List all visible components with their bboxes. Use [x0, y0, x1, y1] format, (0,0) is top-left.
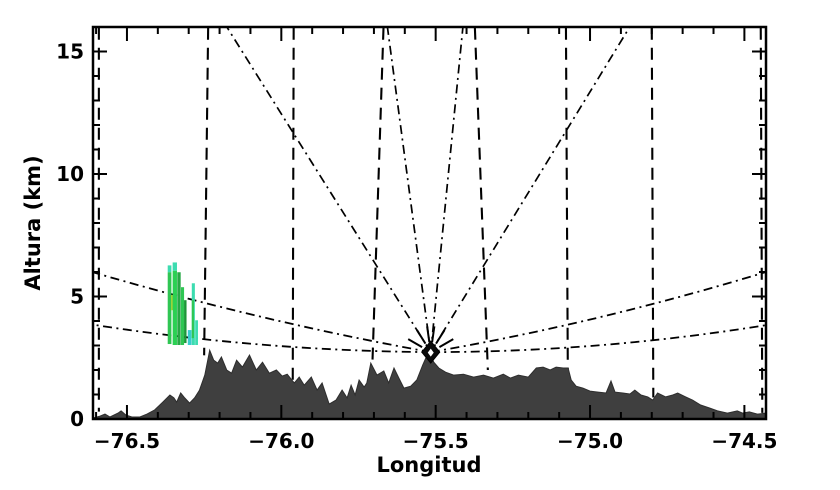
- radar-beam-line: [429, 27, 464, 353]
- lidar-echo-bar: [167, 265, 172, 273]
- radar-ray: [407, 338, 423, 348]
- lidar-echo-bar: [167, 272, 172, 345]
- lidar-echo-bar: [172, 270, 177, 346]
- radar-ray: [435, 329, 446, 345]
- lidar-echo-bar: [187, 330, 192, 346]
- y-tick-label: 10: [56, 162, 84, 186]
- radar-ray: [431, 326, 436, 343]
- y-tick-label: 15: [56, 40, 84, 64]
- radar-beam-line: [386, 27, 432, 353]
- lidar-echo-bar: [177, 272, 181, 346]
- radar-beam-line: [430, 27, 630, 353]
- plot-render-layer: −76.5 −76.0 −75.5 −75.0 −74.5 0 5 10 15: [56, 25, 777, 453]
- lidar-echo-bar: [195, 320, 198, 346]
- dashed-vertical-line: [371, 27, 385, 364]
- lidar-echo-bar: [191, 300, 194, 339]
- radar-beam-curve: [92, 271, 431, 354]
- dashed-vertical-line: [759, 27, 764, 413]
- radar-beam-curve: [430, 271, 767, 354]
- x-tick-label: −75.0: [557, 429, 623, 453]
- radar-beam-curve: [430, 324, 767, 354]
- radar-ray: [426, 326, 431, 343]
- lidar-echo-bar: [180, 287, 185, 346]
- lidar-echo-bar: [172, 262, 177, 271]
- radar-site-symbol-core: [427, 348, 434, 357]
- x-tick-label: −75.5: [403, 429, 469, 453]
- radar-beam-line: [226, 27, 432, 353]
- x-tick-label: −76.0: [248, 429, 314, 453]
- radar-ray: [438, 338, 454, 348]
- radar-ray: [416, 329, 427, 345]
- x-axis-title: Longitud: [376, 453, 481, 477]
- lidar-echo-bar: [184, 300, 187, 344]
- x-tick-label: −76.5: [94, 429, 160, 453]
- x-tick-label: −74.5: [711, 429, 777, 453]
- radar-beam-curve: [92, 323, 431, 354]
- dashed-vertical-line: [203, 27, 210, 356]
- dashed-vertical-line: [473, 27, 489, 371]
- y-axis-title: Altura (km): [21, 155, 45, 290]
- terrain-silhouette: [92, 348, 767, 420]
- y-tick-label: 0: [70, 407, 84, 431]
- dashed-vertical-line: [650, 27, 655, 398]
- dashed-vertical-line: [564, 27, 569, 369]
- lidar-echo-bar: [171, 295, 174, 311]
- y-tick-label: 5: [70, 285, 84, 309]
- dashed-vertical-line: [291, 27, 295, 384]
